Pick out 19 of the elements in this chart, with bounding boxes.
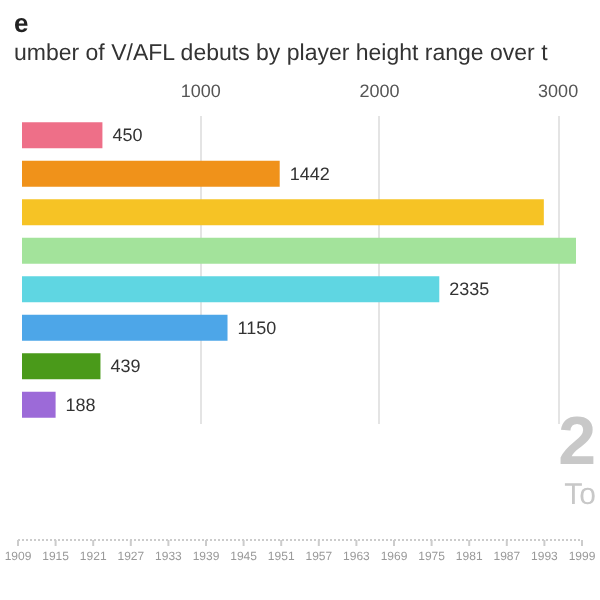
bar (22, 276, 440, 303)
bar (22, 314, 228, 341)
data-label: 1150 (237, 317, 277, 338)
data-label: 439 (110, 356, 141, 377)
bar (22, 391, 56, 418)
chart-subtitle: umber of V/AFL debuts by player height range over t (14, 42, 550, 66)
x-tick-label: 3000 (538, 81, 579, 101)
chart-title: e (14, 8, 29, 38)
data-label: 450 (112, 125, 143, 146)
bar (22, 353, 101, 380)
data-label: 2335 (449, 279, 490, 300)
bar (22, 237, 576, 264)
data-label: 188 (65, 394, 96, 415)
bar (22, 122, 103, 149)
bar (22, 160, 280, 187)
bar (22, 199, 544, 226)
x-tick-label: 2000 (359, 81, 400, 101)
x-tick-label: 1000 (180, 81, 221, 101)
data-label: 1442 (289, 163, 330, 184)
